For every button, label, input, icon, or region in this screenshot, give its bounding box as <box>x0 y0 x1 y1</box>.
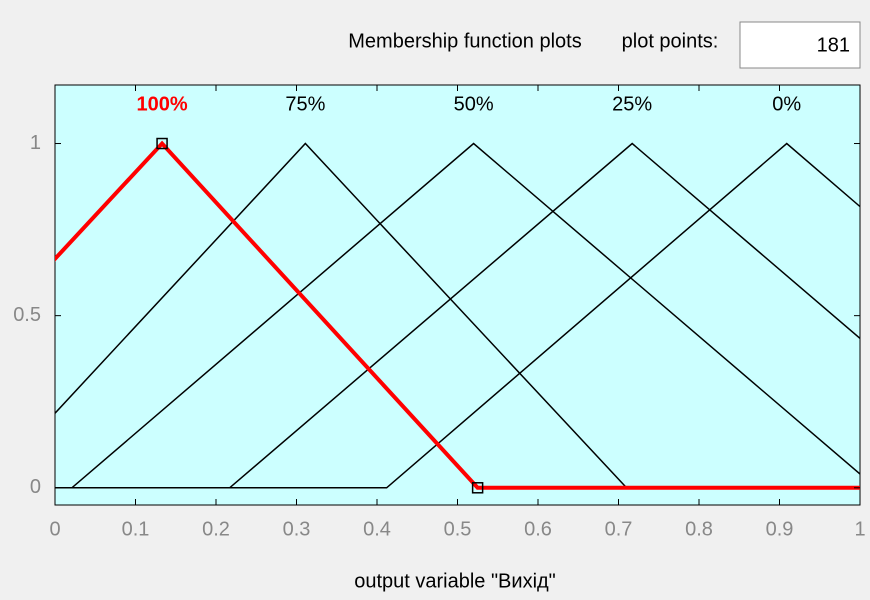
membership-function <box>55 142 860 489</box>
y-tick-label: 1 <box>30 132 41 154</box>
membership-function <box>55 142 860 489</box>
vertex-handle <box>156 137 168 150</box>
x-tick-label: 0 <box>49 518 60 540</box>
x-tick-label: 0.1 <box>122 518 150 540</box>
mf-label: 100% <box>136 93 187 115</box>
membership-function <box>55 142 860 489</box>
x-axis-label: output variable "Вихід" <box>354 570 556 592</box>
vertex-handle <box>471 482 484 494</box>
plot-points-input[interactable] <box>739 21 861 69</box>
x-tick-label: 0.4 <box>363 518 391 540</box>
plot-area[interactable] <box>54 84 861 506</box>
x-tick-label: 0.8 <box>685 518 713 540</box>
mf-label: 50% <box>454 93 494 115</box>
mf-label: 0% <box>772 93 801 115</box>
membership-function <box>55 140 860 490</box>
mf-label: 75% <box>285 93 325 115</box>
mf-label: 25% <box>612 93 652 115</box>
y-tick-label: 0 <box>30 476 41 498</box>
curves <box>55 140 860 490</box>
x-tick-label: 0.7 <box>605 518 633 540</box>
x-tick-label: 1 <box>854 518 865 540</box>
x-tick-label: 0.3 <box>283 518 311 540</box>
membership-function <box>55 142 860 489</box>
x-tick-label: 0.2 <box>202 518 230 540</box>
x-tick-label: 0.5 <box>444 518 472 540</box>
x-tick-label: 0.9 <box>766 518 794 540</box>
plot-title: Membership function plots <box>348 30 581 52</box>
y-tick-label: 0.5 <box>13 304 41 326</box>
plot-points-value[interactable]: 181 <box>817 34 850 56</box>
plot-points-label: plot points: <box>622 30 719 52</box>
x-tick-label: 0.6 <box>524 518 552 540</box>
